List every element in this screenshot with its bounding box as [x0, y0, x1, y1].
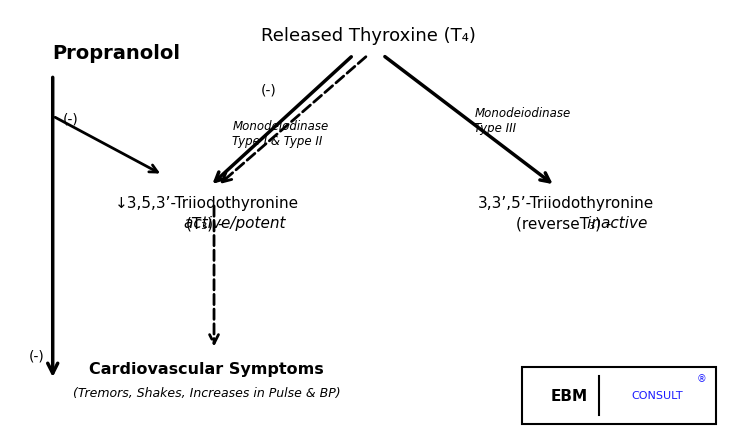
Text: (-): (-)	[63, 112, 79, 126]
Text: Monodeiodinase
Type III: Monodeiodinase Type III	[474, 107, 570, 135]
Text: ↓3,5,3’-Triiodothyronine: ↓3,5,3’-Triiodothyronine	[115, 195, 299, 210]
Text: Released Thyroxine (T₄): Released Thyroxine (T₄)	[261, 27, 475, 45]
Text: Cardiovascular Symptoms: Cardiovascular Symptoms	[89, 362, 324, 377]
Text: 3,3’,5’-Triiodothyronine: 3,3’,5’-Triiodothyronine	[478, 195, 654, 210]
Text: Monodeiodinase
Type I & Type II: Monodeiodinase Type I & Type II	[233, 120, 328, 148]
Text: (-): (-)	[29, 349, 44, 363]
Text: (-): (-)	[261, 84, 277, 98]
Text: ®: ®	[697, 373, 707, 383]
FancyBboxPatch shape	[522, 367, 716, 424]
Text: CONSULT: CONSULT	[631, 390, 684, 400]
Text: EBM: EBM	[551, 388, 588, 403]
Text: (T₃) -: (T₃) -	[185, 216, 228, 231]
Text: (reverseT₃) -: (reverseT₃) -	[516, 216, 616, 231]
Text: inactive: inactive	[484, 216, 648, 231]
Text: active/potent: active/potent	[127, 216, 286, 231]
Text: (Tremors, Shakes, Increases in Pulse & BP): (Tremors, Shakes, Increases in Pulse & B…	[73, 387, 341, 399]
Text: Propranolol: Propranolol	[53, 44, 181, 63]
